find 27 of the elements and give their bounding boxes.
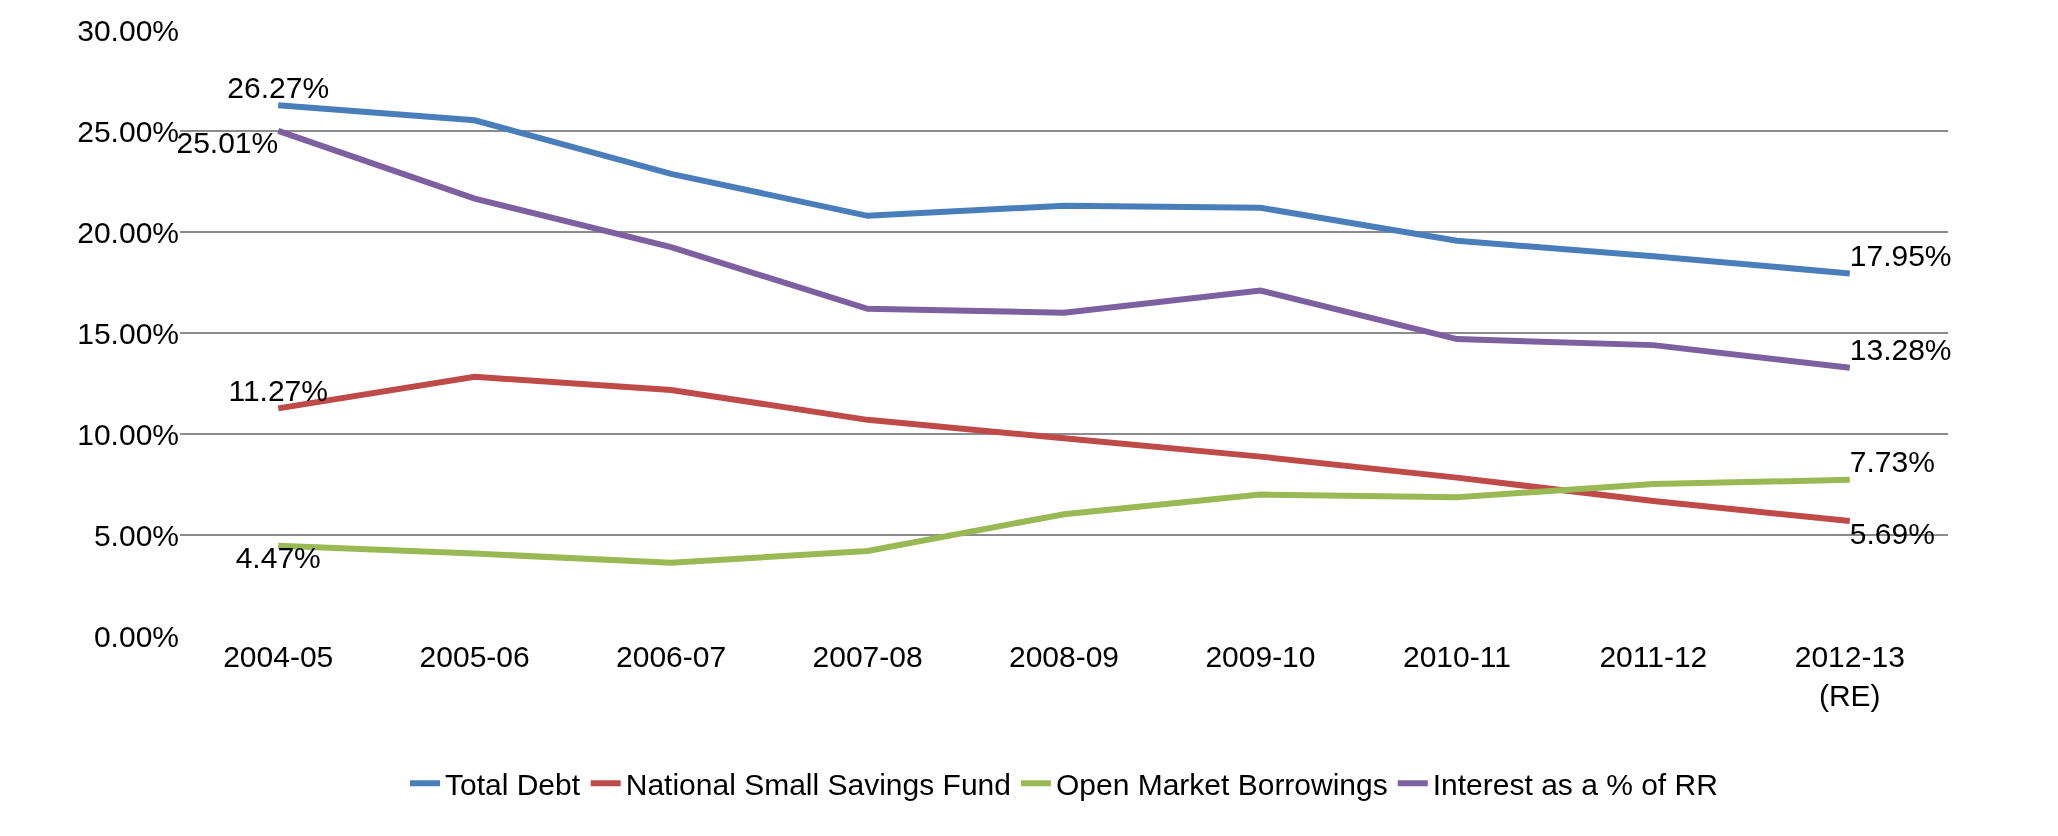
legend-label: Total Debt xyxy=(445,767,581,801)
y-tick-label: 0.00% xyxy=(93,619,179,653)
x-tick-label: 2011-12 xyxy=(1599,640,1708,673)
x-tick-label: 2007-08 xyxy=(812,640,923,673)
legend-label: Open Market Borrowings xyxy=(1055,767,1388,801)
x-tick-label: 2005-06 xyxy=(419,640,530,673)
data-label: 13.28% xyxy=(1849,333,1952,367)
y-tick-label: 15.00% xyxy=(77,316,179,350)
data-label: 4.47% xyxy=(235,541,321,575)
legend-label: National Small Savings Fund xyxy=(625,767,1011,801)
data-label: 11.27% xyxy=(228,373,328,407)
y-tick-label: 5.00% xyxy=(93,518,179,552)
x-tick-label: 2008-09 xyxy=(1008,640,1120,673)
x-tick-label: 2012-13 (RE) xyxy=(1794,640,1905,712)
y-tick-label: 20.00% xyxy=(77,215,179,249)
data-label: 7.73% xyxy=(1849,445,1935,479)
x-tick-label: 2004-05 xyxy=(223,640,334,673)
legend-label: Interest as a % of RR xyxy=(1432,767,1718,801)
data-label: 5.69% xyxy=(1849,516,1935,550)
data-label: 17.95% xyxy=(1849,238,1952,272)
y-tick-label: 10.00% xyxy=(77,417,179,451)
x-tick-label: 2010-11 xyxy=(1402,640,1511,673)
x-tick-label: 2006-07 xyxy=(616,640,727,673)
x-tick-label: 2009-10 xyxy=(1205,640,1316,673)
data-label: 26.27% xyxy=(227,70,330,104)
y-tick-label: 25.00% xyxy=(77,114,179,148)
y-tick-label: 30.00% xyxy=(77,13,179,47)
